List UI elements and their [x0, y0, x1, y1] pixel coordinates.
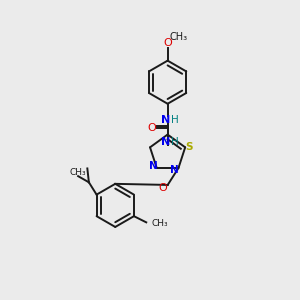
Text: N: N: [148, 161, 157, 172]
Text: N: N: [161, 115, 171, 125]
Text: O: O: [158, 183, 167, 193]
Text: N: N: [161, 137, 171, 147]
Text: CH₃: CH₃: [70, 168, 86, 177]
Text: CH₃: CH₃: [152, 219, 168, 228]
Text: N: N: [170, 164, 179, 175]
Text: CH₃: CH₃: [169, 32, 187, 42]
Text: H: H: [171, 137, 178, 147]
Text: O: O: [163, 38, 172, 48]
Text: O: O: [147, 123, 156, 134]
Text: S: S: [185, 142, 193, 152]
Text: H: H: [171, 115, 178, 125]
